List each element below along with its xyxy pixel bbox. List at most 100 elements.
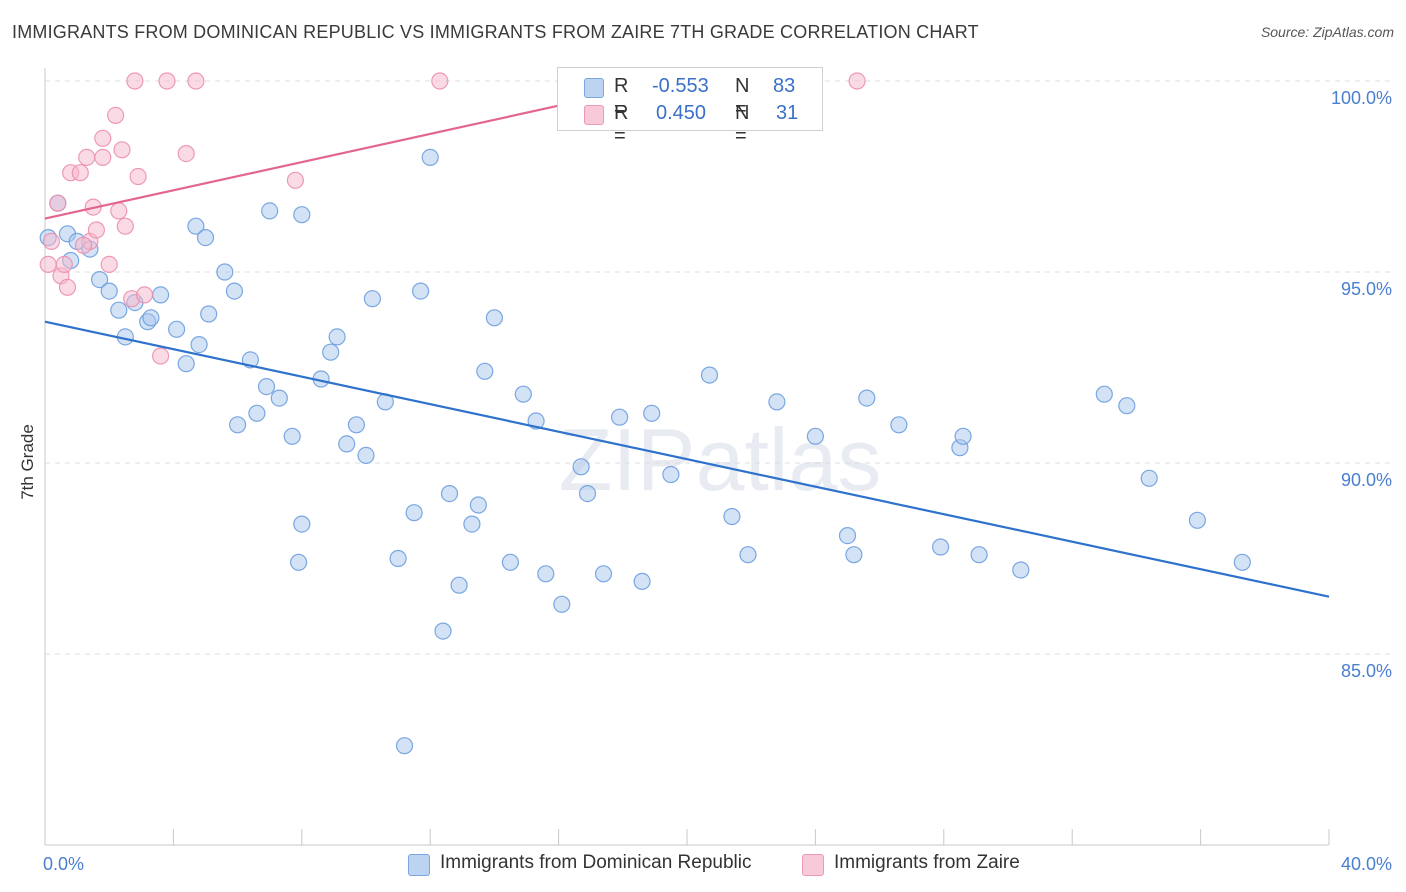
y-tick-label: 100.0% [1331, 88, 1392, 108]
point-dominican-republic [168, 320, 186, 338]
point-dominican-republic [768, 393, 786, 411]
point-dominican-republic [739, 546, 757, 564]
legend-r-label: R = [614, 75, 629, 120]
point-dominican-republic [1095, 385, 1113, 403]
series-dominican-republic-points [39, 148, 1251, 755]
point-zaire [286, 171, 304, 189]
point-dominican-republic [434, 622, 452, 640]
point-dominican-republic [476, 362, 494, 380]
point-dominican-republic [578, 485, 597, 503]
point-dominican-republic [594, 565, 613, 583]
watermark: ZIPatlas [559, 410, 882, 509]
legend-n-label: N = [735, 102, 750, 147]
point-dominican-republic [1140, 469, 1158, 487]
point-dominican-republic [450, 576, 468, 594]
point-dominican-republic [405, 504, 423, 522]
point-dominican-republic [970, 546, 988, 564]
point-dominican-republic [572, 458, 590, 476]
point-dominican-republic [553, 595, 571, 613]
legend-r-value: 0.450 [656, 102, 707, 124]
point-zaire [187, 72, 205, 90]
y-axis-label: 7th Grade [18, 424, 37, 500]
point-zaire [129, 167, 147, 186]
point-dominican-republic [440, 485, 459, 503]
point-zaire [87, 221, 106, 239]
point-zaire [74, 236, 93, 254]
point-zaire [42, 232, 61, 250]
point-dominican-republic [838, 526, 857, 545]
y-tick-label: 85.0% [1341, 661, 1392, 681]
point-dominican-republic [338, 435, 356, 453]
grid-lines [45, 80, 1392, 655]
point-zaire [158, 72, 176, 90]
point-dominican-republic [858, 389, 876, 407]
point-dominican-republic [216, 263, 234, 281]
point-dominican-republic [90, 271, 109, 289]
point-dominican-republic [514, 385, 532, 403]
point-dominican-republic [1188, 511, 1207, 529]
point-dominican-republic [845, 546, 863, 564]
point-dominican-republic [357, 446, 375, 464]
point-zaire [94, 148, 112, 166]
x-tick-label: 40.0% [1341, 854, 1392, 874]
legend-r-value: -0.553 [652, 75, 709, 97]
point-dominican-republic [293, 206, 311, 224]
point-zaire [431, 72, 449, 90]
point-dominican-republic [890, 416, 908, 434]
point-dominican-republic [931, 538, 950, 556]
point-dominican-republic [723, 507, 741, 526]
trend-lines [44, 79, 1330, 598]
bottom-legend-label: Immigrants from Zaire [834, 852, 1020, 873]
point-zaire [39, 255, 57, 273]
point-dominican-republic [196, 229, 215, 247]
point-zaire [78, 148, 96, 166]
legend-n-value: 31 [776, 102, 799, 124]
legend-n-label: N = [735, 75, 750, 120]
point-zaire [177, 145, 195, 163]
point-zaire [113, 141, 131, 159]
point-dominican-republic [1012, 561, 1030, 579]
point-dominican-republic [248, 404, 266, 422]
x-tick-labels: 0.0% 40.0% [43, 854, 1392, 874]
legend-r-label: R = [614, 102, 629, 147]
y-tick-label: 90.0% [1341, 470, 1392, 490]
point-dominican-republic [290, 553, 308, 571]
point-dominican-republic [806, 427, 825, 445]
point-dominican-republic [142, 309, 160, 327]
point-dominican-republic [363, 290, 381, 308]
point-zaire [100, 255, 118, 273]
point-dominican-republic [537, 565, 555, 583]
point-dominican-republic [257, 378, 276, 396]
bottom-legend-swatch-pink [802, 854, 824, 876]
point-dominican-republic [643, 404, 661, 422]
point-dominican-republic [293, 515, 311, 533]
trend-line-dominican-republic [44, 320, 1330, 598]
point-dominican-republic [225, 282, 243, 300]
point-dominican-republic [270, 389, 288, 407]
point-zaire [110, 202, 128, 220]
point-dominican-republic [463, 515, 481, 533]
axes [44, 68, 1330, 846]
point-dominican-republic [485, 309, 503, 327]
point-dominican-republic [395, 737, 414, 755]
point-dominican-republic [229, 416, 247, 434]
point-dominican-republic [100, 282, 118, 300]
point-dominican-republic [421, 148, 439, 166]
point-zaire [152, 347, 170, 365]
bottom-legend-swatch-blue [408, 854, 430, 876]
point-dominican-republic [187, 217, 205, 235]
legend-swatch-blue [584, 78, 604, 98]
point-zaire [135, 286, 154, 304]
point-dominican-republic [110, 301, 128, 319]
legend-n-value: 83 [773, 75, 796, 97]
y-tick-labels: 85.0% 90.0% 95.0% 100.0% [1331, 88, 1392, 681]
point-zaire [126, 72, 144, 90]
chart-source: Source: ZipAtlas.com [1260, 24, 1394, 40]
point-zaire [116, 217, 134, 235]
point-zaire [55, 255, 73, 273]
point-zaire [71, 164, 89, 182]
point-dominican-republic [1118, 397, 1136, 415]
correlation-legend: R = -0.553 N = 83 R = 0.450 N = 31 [557, 67, 823, 147]
point-dominican-republic [328, 328, 346, 346]
point-dominican-republic [389, 549, 407, 568]
